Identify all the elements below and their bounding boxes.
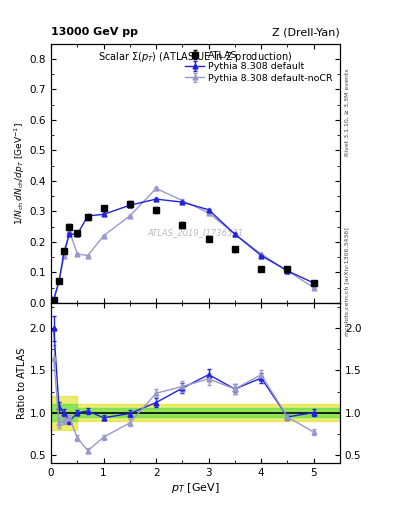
Y-axis label: Ratio to ATLAS: Ratio to ATLAS <box>17 348 27 419</box>
Text: 13000 GeV pp: 13000 GeV pp <box>51 27 138 37</box>
X-axis label: $p_T$ [GeV]: $p_T$ [GeV] <box>171 481 220 495</box>
Text: ATLAS_2019_I1736531: ATLAS_2019_I1736531 <box>147 228 244 238</box>
Text: Z (Drell-Yan): Z (Drell-Yan) <box>272 27 340 37</box>
Text: Rivet 3.1.10, ≥ 3.3M events: Rivet 3.1.10, ≥ 3.3M events <box>345 69 350 157</box>
Text: Scalar $\Sigma(p_T)$ (ATLAS UE in Z production): Scalar $\Sigma(p_T)$ (ATLAS UE in Z prod… <box>98 50 293 64</box>
Y-axis label: $1/N_\mathrm{ch}\,dN_\mathrm{ch}/dp_T$ [GeV$^{-1}$]: $1/N_\mathrm{ch}\,dN_\mathrm{ch}/dp_T$ [… <box>13 122 27 225</box>
Text: mcplots.cern.ch [arXiv:1306.3436]: mcplots.cern.ch [arXiv:1306.3436] <box>345 227 350 336</box>
Legend: ATLAS, Pythia 8.308 default, Pythia 8.308 default-noCR: ATLAS, Pythia 8.308 default, Pythia 8.30… <box>182 48 335 86</box>
